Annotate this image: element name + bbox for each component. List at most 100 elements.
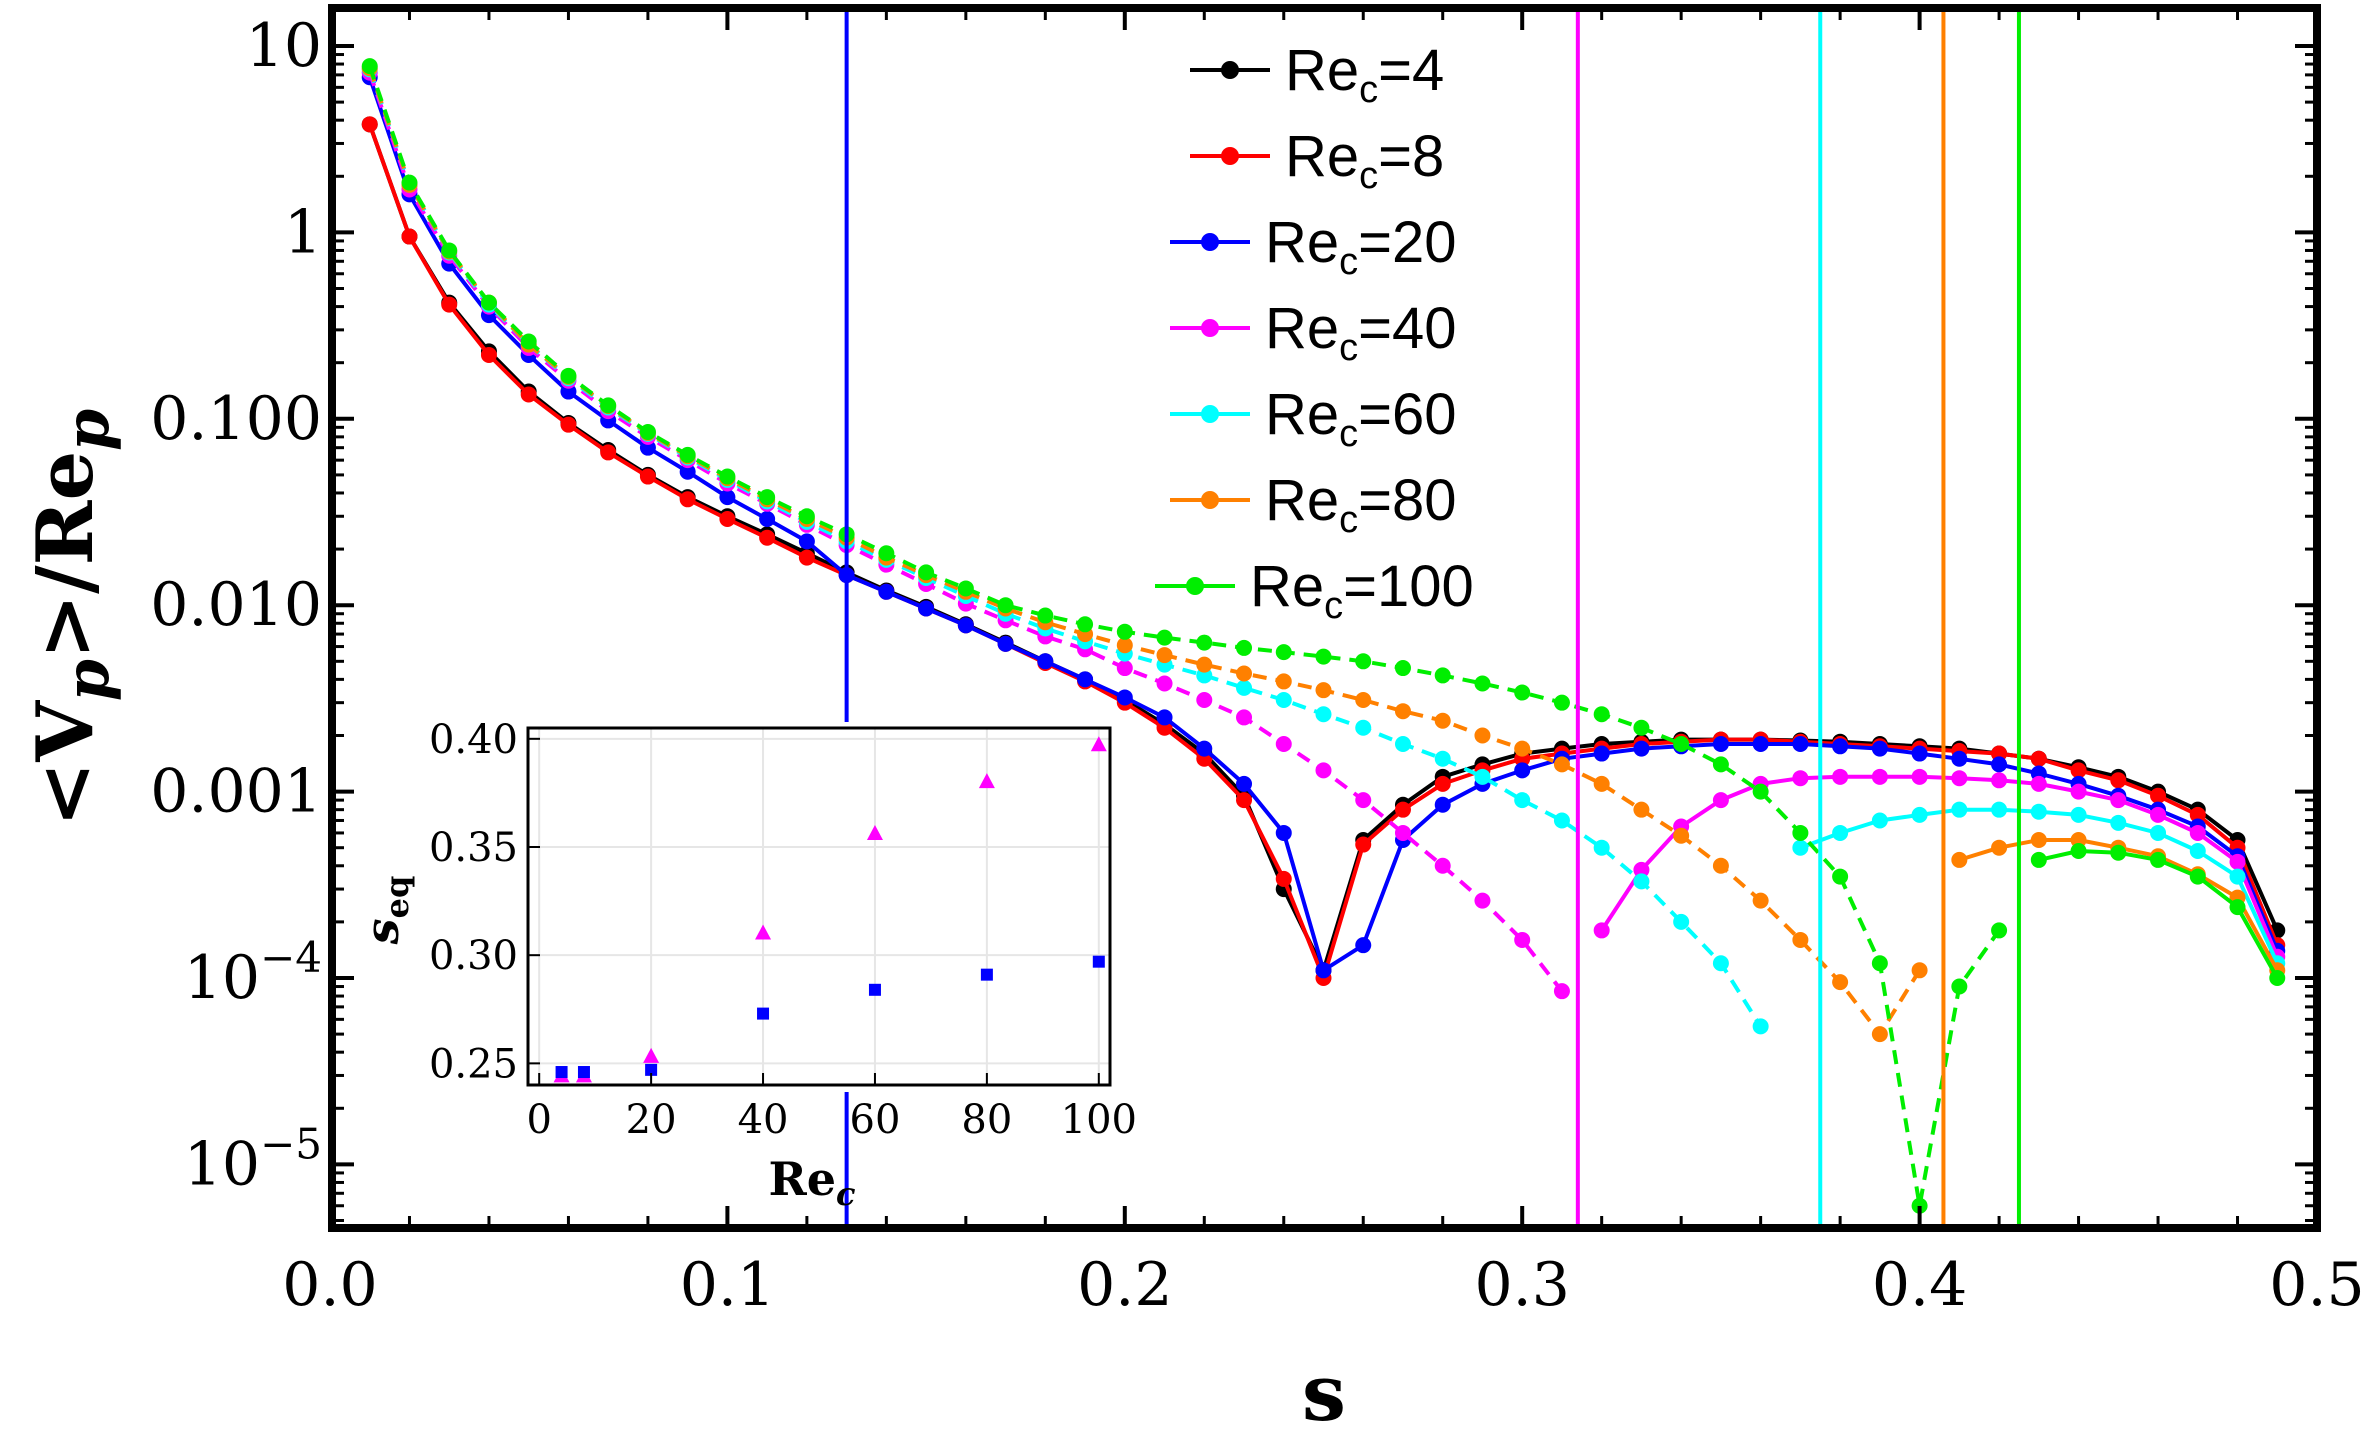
data-point [1275,644,1292,661]
legend-label-tail: =40 [1358,296,1456,361]
data-point [2150,824,2167,841]
data-point [1514,792,1531,809]
data-point [1434,796,1451,813]
data-point [639,423,656,440]
main-ticks [328,8,2319,1228]
data-point [1116,637,1133,654]
data-point [2189,843,2206,860]
legend-label-main: Re [1285,124,1359,189]
data-point [759,529,776,546]
data-point [1752,783,1769,800]
inset-triangle-point [866,825,883,841]
data-point [1077,616,1094,633]
legend-label-tail: =80 [1358,468,1456,533]
data-point [2150,787,2167,804]
y-axis-label-part-1: <V [20,700,111,827]
data-point [1951,851,1968,868]
data-point [679,463,696,480]
data-point [1633,801,1650,818]
data-point [1832,738,1849,755]
data-point [1514,684,1531,701]
data-point [1315,648,1332,665]
data-point [1633,740,1650,757]
data-point [1633,719,1650,736]
data-point [1553,812,1570,829]
y-axis-label-sub-2: p [53,409,123,451]
data-point [1871,740,1888,757]
inset-y-tick-label: 0.35 [429,825,518,871]
inset-square-point [868,983,881,996]
legend-label-tail: =4 [1378,38,1444,103]
legend-swatch-marker [1201,491,1219,509]
data-point [1633,873,1650,890]
data-point [600,397,617,414]
legend-label: Rec=60 [1265,382,1457,455]
inset-ticks: 0 20 40 60 80 100 0.25 0.30 0.35 0.40 [429,717,1137,1143]
inset-x-tick-label: 40 [738,1097,789,1143]
series-re-c-40-branch [1593,768,2286,965]
inset-y-label-main: s [355,918,409,945]
data-point [1196,634,1213,651]
legend-label-tail: =20 [1358,210,1456,275]
legend-entry: Rec=80 [1170,468,1457,541]
data-point [1593,775,1610,792]
data-point [1474,768,1491,785]
inset-triangle-point [1090,736,1107,752]
data-point [798,533,815,550]
data-point [1951,770,1968,787]
data-point [1236,775,1253,792]
legend-label-sub: c [1339,241,1358,283]
y-tick-label: 10−4 [184,933,322,1013]
data-point [1673,913,1690,930]
data-point [719,468,736,485]
inset-triangle-point [643,1047,660,1063]
data-point [1712,756,1729,773]
data-point [1116,660,1133,677]
x-tick-label: 0.5 [2269,1250,2364,1320]
legend-label-main: Re [1265,296,1339,361]
y-tick-exponent: −4 [260,933,322,982]
inset-x-tick-label: 80 [961,1097,1012,1143]
data-point [1116,623,1133,640]
data-point [2070,806,2087,823]
data-point [1434,775,1451,792]
data-point [2110,814,2127,831]
data-point [1911,962,1928,979]
data-point [1474,727,1491,744]
data-point [520,386,537,403]
legend-label-main: Re [1285,38,1359,103]
y-tick-base: 10 [184,943,260,1013]
y-tick-label: 0.001 [150,757,322,827]
data-point [1156,675,1173,692]
data-point [918,600,935,617]
data-point [1712,792,1729,809]
legend-label: Rec=80 [1265,468,1457,541]
data-point [1911,806,1928,823]
data-point [1871,1026,1888,1043]
series-re-c-100 [361,58,2008,1214]
inset-x-label-main: Re [769,1152,837,1206]
data-point [1315,682,1332,699]
data-point [1077,671,1094,688]
data-point [1553,983,1570,1000]
data-point [1275,824,1292,841]
data-point [679,446,696,463]
data-point [1911,745,1928,762]
data-point [480,346,497,363]
data-point [1434,667,1451,684]
x-tick-label: 0.0 [282,1250,377,1320]
legend-label-sub: c [1359,69,1378,111]
data-point [1832,974,1849,991]
legend-label: Rec=100 [1250,554,1474,627]
data-point [1752,892,1769,909]
data-point [1593,706,1610,723]
inset-y-axis-label: seq [355,876,416,946]
data-point [2189,824,2206,841]
data-point [1434,712,1451,729]
y-tick-label: 10 [246,11,322,81]
data-point [1474,892,1491,909]
data-point [878,583,895,600]
data-point [1951,750,1968,767]
legend-label-main: Re [1265,210,1339,275]
